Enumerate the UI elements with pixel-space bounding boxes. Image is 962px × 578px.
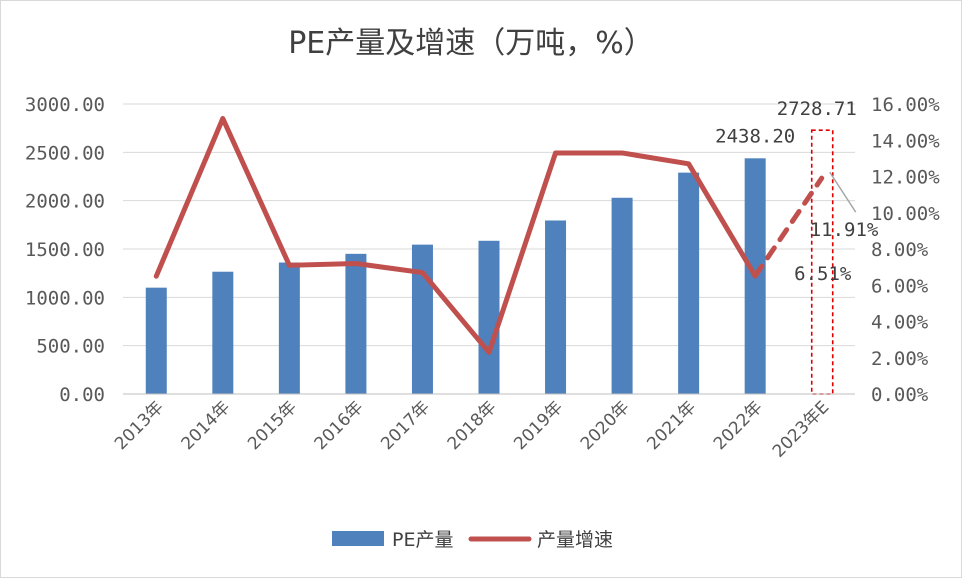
- y-right-tick-label: 2.00%: [871, 348, 929, 370]
- y-left-tick-label: 500.00: [36, 336, 105, 358]
- x-tick-label: 2020年: [577, 397, 634, 454]
- bars-layer: [145, 158, 766, 394]
- legend: PE产量 产量增速: [332, 529, 613, 551]
- label-layer: 2438.20 2728.71 6.51% 11.91%: [715, 98, 879, 285]
- bar-2013年: [145, 287, 167, 394]
- y-left-tick-label: 2500.00: [25, 142, 105, 164]
- y-right-tick-label: 16.00%: [871, 94, 940, 116]
- bar-2021年: [678, 172, 700, 394]
- leader-line-2023E: [829, 171, 857, 213]
- data-label-bar-2023E: 2728.71: [777, 98, 857, 120]
- data-label-line-2023E: 11.91%: [810, 219, 879, 241]
- x-tick-label: 2015年: [244, 397, 301, 454]
- bar-2020年: [611, 197, 633, 394]
- y-left-tick-label: 2000.00: [25, 191, 105, 213]
- bar-2014年: [212, 271, 234, 394]
- y-left-tick-label: 1000.00: [25, 287, 105, 309]
- bar-2016年: [345, 253, 367, 394]
- x-tick-label: 2019年: [510, 397, 567, 454]
- bar-2018年: [478, 240, 500, 394]
- x-tick-label: 2018年: [444, 397, 501, 454]
- x-tick-label: 2014年: [178, 397, 235, 454]
- y-right-tick-label: 0.00%: [871, 384, 929, 406]
- legend-bar-label: PE产量: [392, 529, 453, 551]
- y-right-tick-label: 10.00%: [871, 203, 940, 225]
- x-tick-label: 2013年: [111, 397, 168, 454]
- x-tick-label: 2017年: [377, 397, 434, 454]
- y-right-tick-label: 14.00%: [871, 130, 940, 152]
- bar-2015年: [278, 262, 300, 394]
- x-tick-label: 2022年: [710, 397, 767, 454]
- data-label-line-2022: 6.51%: [794, 263, 852, 285]
- line-layer: [153, 116, 825, 355]
- x-tick-label: 2021年: [643, 397, 700, 454]
- y-right-tick-label: 12.00%: [871, 167, 940, 189]
- legend-bar-swatch: [332, 531, 384, 546]
- y-left-tick-label: 0.00: [59, 384, 105, 406]
- growth-line: [153, 116, 758, 355]
- y-left-tick-label: 3000.00: [25, 94, 105, 116]
- bar-2019年: [545, 220, 567, 394]
- y-right-tick-label: 8.00%: [871, 239, 929, 261]
- x-tick-label: 2023年E: [769, 397, 833, 461]
- bar-2017年: [411, 244, 433, 394]
- data-label-bar-2022: 2438.20: [715, 125, 795, 147]
- x-tick-label: 2016年: [311, 397, 368, 454]
- chart-title: PE产量及增速（万吨，%）: [288, 26, 654, 61]
- growth-line-forecast: [752, 175, 825, 279]
- y-left-tick-label: 1500.00: [25, 239, 105, 261]
- legend-line-label: 产量增速: [537, 529, 613, 551]
- y-right-tick-label: 4.00%: [871, 312, 929, 334]
- y-right-tick-label: 6.00%: [871, 275, 929, 297]
